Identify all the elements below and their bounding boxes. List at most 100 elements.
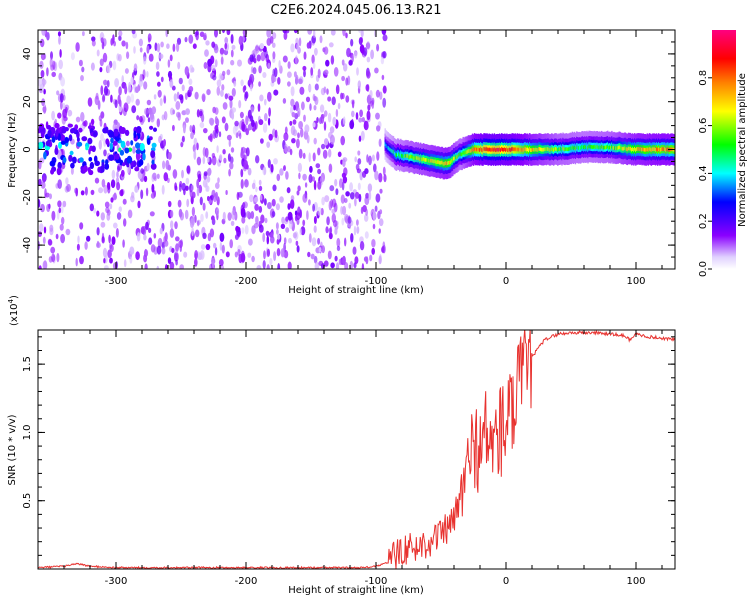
heatmap-noise-cell <box>285 227 290 233</box>
heatmap-blob-cell <box>120 140 126 149</box>
heatmap-noise-cell <box>175 243 180 252</box>
x-tick-label: -200 <box>235 276 258 287</box>
heatmap-noise-cell <box>248 238 253 246</box>
heatmap-noise-cell <box>144 263 148 269</box>
heatmap-noise-cell <box>273 67 278 78</box>
heatmap-noise-cell <box>291 138 296 144</box>
heatmap-noise-cell <box>48 203 51 209</box>
heatmap-noise-cell <box>275 203 280 211</box>
heatmap-noise-cell <box>241 227 245 234</box>
heatmap-noise-cell <box>131 30 136 35</box>
heatmap-signal-cell <box>579 145 581 150</box>
heatmap-signal-cell <box>549 148 552 152</box>
heatmap-noise-cell <box>207 156 210 163</box>
heatmap-noise-cell <box>226 30 231 36</box>
heatmap-noise-cell <box>312 93 316 101</box>
heatmap-noise-cell <box>169 54 173 62</box>
heatmap-signal-cell <box>660 147 662 152</box>
heatmap-noise-cell <box>237 59 242 67</box>
heatmap-noise-cell <box>174 221 178 230</box>
heatmap-noise-cell <box>240 252 246 263</box>
y-tick-label: -20 <box>22 189 33 205</box>
heatmap-noise-cell <box>317 237 321 245</box>
heatmap-noise-cell <box>176 42 180 52</box>
heatmap-noise-cell <box>247 109 252 119</box>
heatmap-noise-cell <box>312 203 315 212</box>
heatmap-noise-cell <box>205 40 210 46</box>
heatmap-signal-cell <box>471 147 474 152</box>
heatmap-signal-cell <box>557 148 559 152</box>
heatmap-noise-cell <box>100 37 104 44</box>
heatmap-noise-cell <box>104 265 109 269</box>
heatmap-signal-cell <box>639 147 641 152</box>
heatmap-noise-cell <box>202 202 206 211</box>
heatmap-noise-cell <box>209 228 215 238</box>
heatmap-noise-cell <box>49 193 52 200</box>
heatmap-signal-cell <box>614 146 616 150</box>
heatmap-signal-cell <box>450 160 452 165</box>
heatmap-noise-cell <box>57 112 62 119</box>
heatmap-noise-cell <box>349 120 355 130</box>
heatmap-signal-cell <box>643 147 645 152</box>
heatmap-noise-cell <box>156 245 162 255</box>
heatmap-noise-cell <box>245 147 250 157</box>
heatmap-noise-cell <box>358 135 362 142</box>
heatmap-blob-cell <box>120 127 126 134</box>
heatmap-noise-cell <box>193 137 198 146</box>
heatmap-noise-cell <box>169 228 175 238</box>
heatmap-noise-cell <box>243 159 249 170</box>
heatmap-signal-cell <box>649 147 652 152</box>
heatmap-noise-cell <box>277 234 281 240</box>
heatmap-noise-cell <box>65 228 71 236</box>
heatmap-noise-cell <box>180 95 184 104</box>
heatmap-noise-cell <box>245 115 249 126</box>
heatmap-noise-cell <box>58 36 61 45</box>
heatmap-noise-cell <box>40 203 45 213</box>
heatmap-noise-cell <box>313 225 317 233</box>
heatmap-noise-cell <box>334 227 338 235</box>
heatmap-noise-cell <box>266 141 271 148</box>
heatmap-noise-cell <box>163 95 167 104</box>
snr-y-ticks: 0.5 1.0 1.5 <box>22 336 675 570</box>
heatmap-blob-cell <box>151 159 155 165</box>
heatmap-noise-cell <box>278 60 281 69</box>
heatmap-signal-cell <box>398 152 400 157</box>
heatmap-noise-cell <box>308 152 311 163</box>
heatmap-noise-cell <box>296 245 300 253</box>
heatmap-blob-cell <box>38 125 44 130</box>
heatmap-noise-cell <box>183 124 186 134</box>
heatmap-blob-cell <box>108 154 115 161</box>
heatmap-noise-cell <box>216 145 219 154</box>
heatmap-signal-cell <box>629 146 632 151</box>
heatmap-noise-cell <box>157 237 163 248</box>
heatmap-noise-cell <box>304 182 308 188</box>
heatmap-signal-cell <box>499 148 502 152</box>
heatmap-noise-cell <box>299 209 302 219</box>
heatmap-signal-cell <box>595 145 597 149</box>
heatmap-noise-cell <box>156 173 160 179</box>
heatmap-noise-cell <box>218 259 224 267</box>
heatmap-signal-cell <box>580 146 582 150</box>
heatmap-noise-cell <box>222 70 226 76</box>
heatmap-signal-cell <box>582 144 584 149</box>
heatmap-noise-cell <box>276 238 280 245</box>
heatmap-blob-cell <box>102 127 109 134</box>
heatmap-noise-cell <box>332 116 337 126</box>
heatmap-noise-cell <box>304 124 310 133</box>
heatmap-signal-cell <box>628 146 631 151</box>
heatmap-signal-cell <box>440 160 443 165</box>
heatmap-noise-cell <box>271 198 276 207</box>
heatmap-signal-cell <box>566 147 568 152</box>
heatmap-noise-cell <box>116 212 122 220</box>
heatmap-noise-cell <box>366 41 371 51</box>
heatmap-signal-cell <box>651 147 654 152</box>
heatmap-noise-cell <box>338 258 342 266</box>
heatmap-signal-cell <box>442 161 445 166</box>
heatmap-noise-cell <box>260 214 265 224</box>
heatmap-noise-cell <box>219 241 223 251</box>
heatmap-noise-cell <box>127 85 133 94</box>
heatmap-signal-cell <box>584 144 586 149</box>
heatmap-noise-cell <box>324 138 329 146</box>
heatmap-noise-cell <box>309 103 312 111</box>
heatmap-signal-cell <box>623 146 626 151</box>
